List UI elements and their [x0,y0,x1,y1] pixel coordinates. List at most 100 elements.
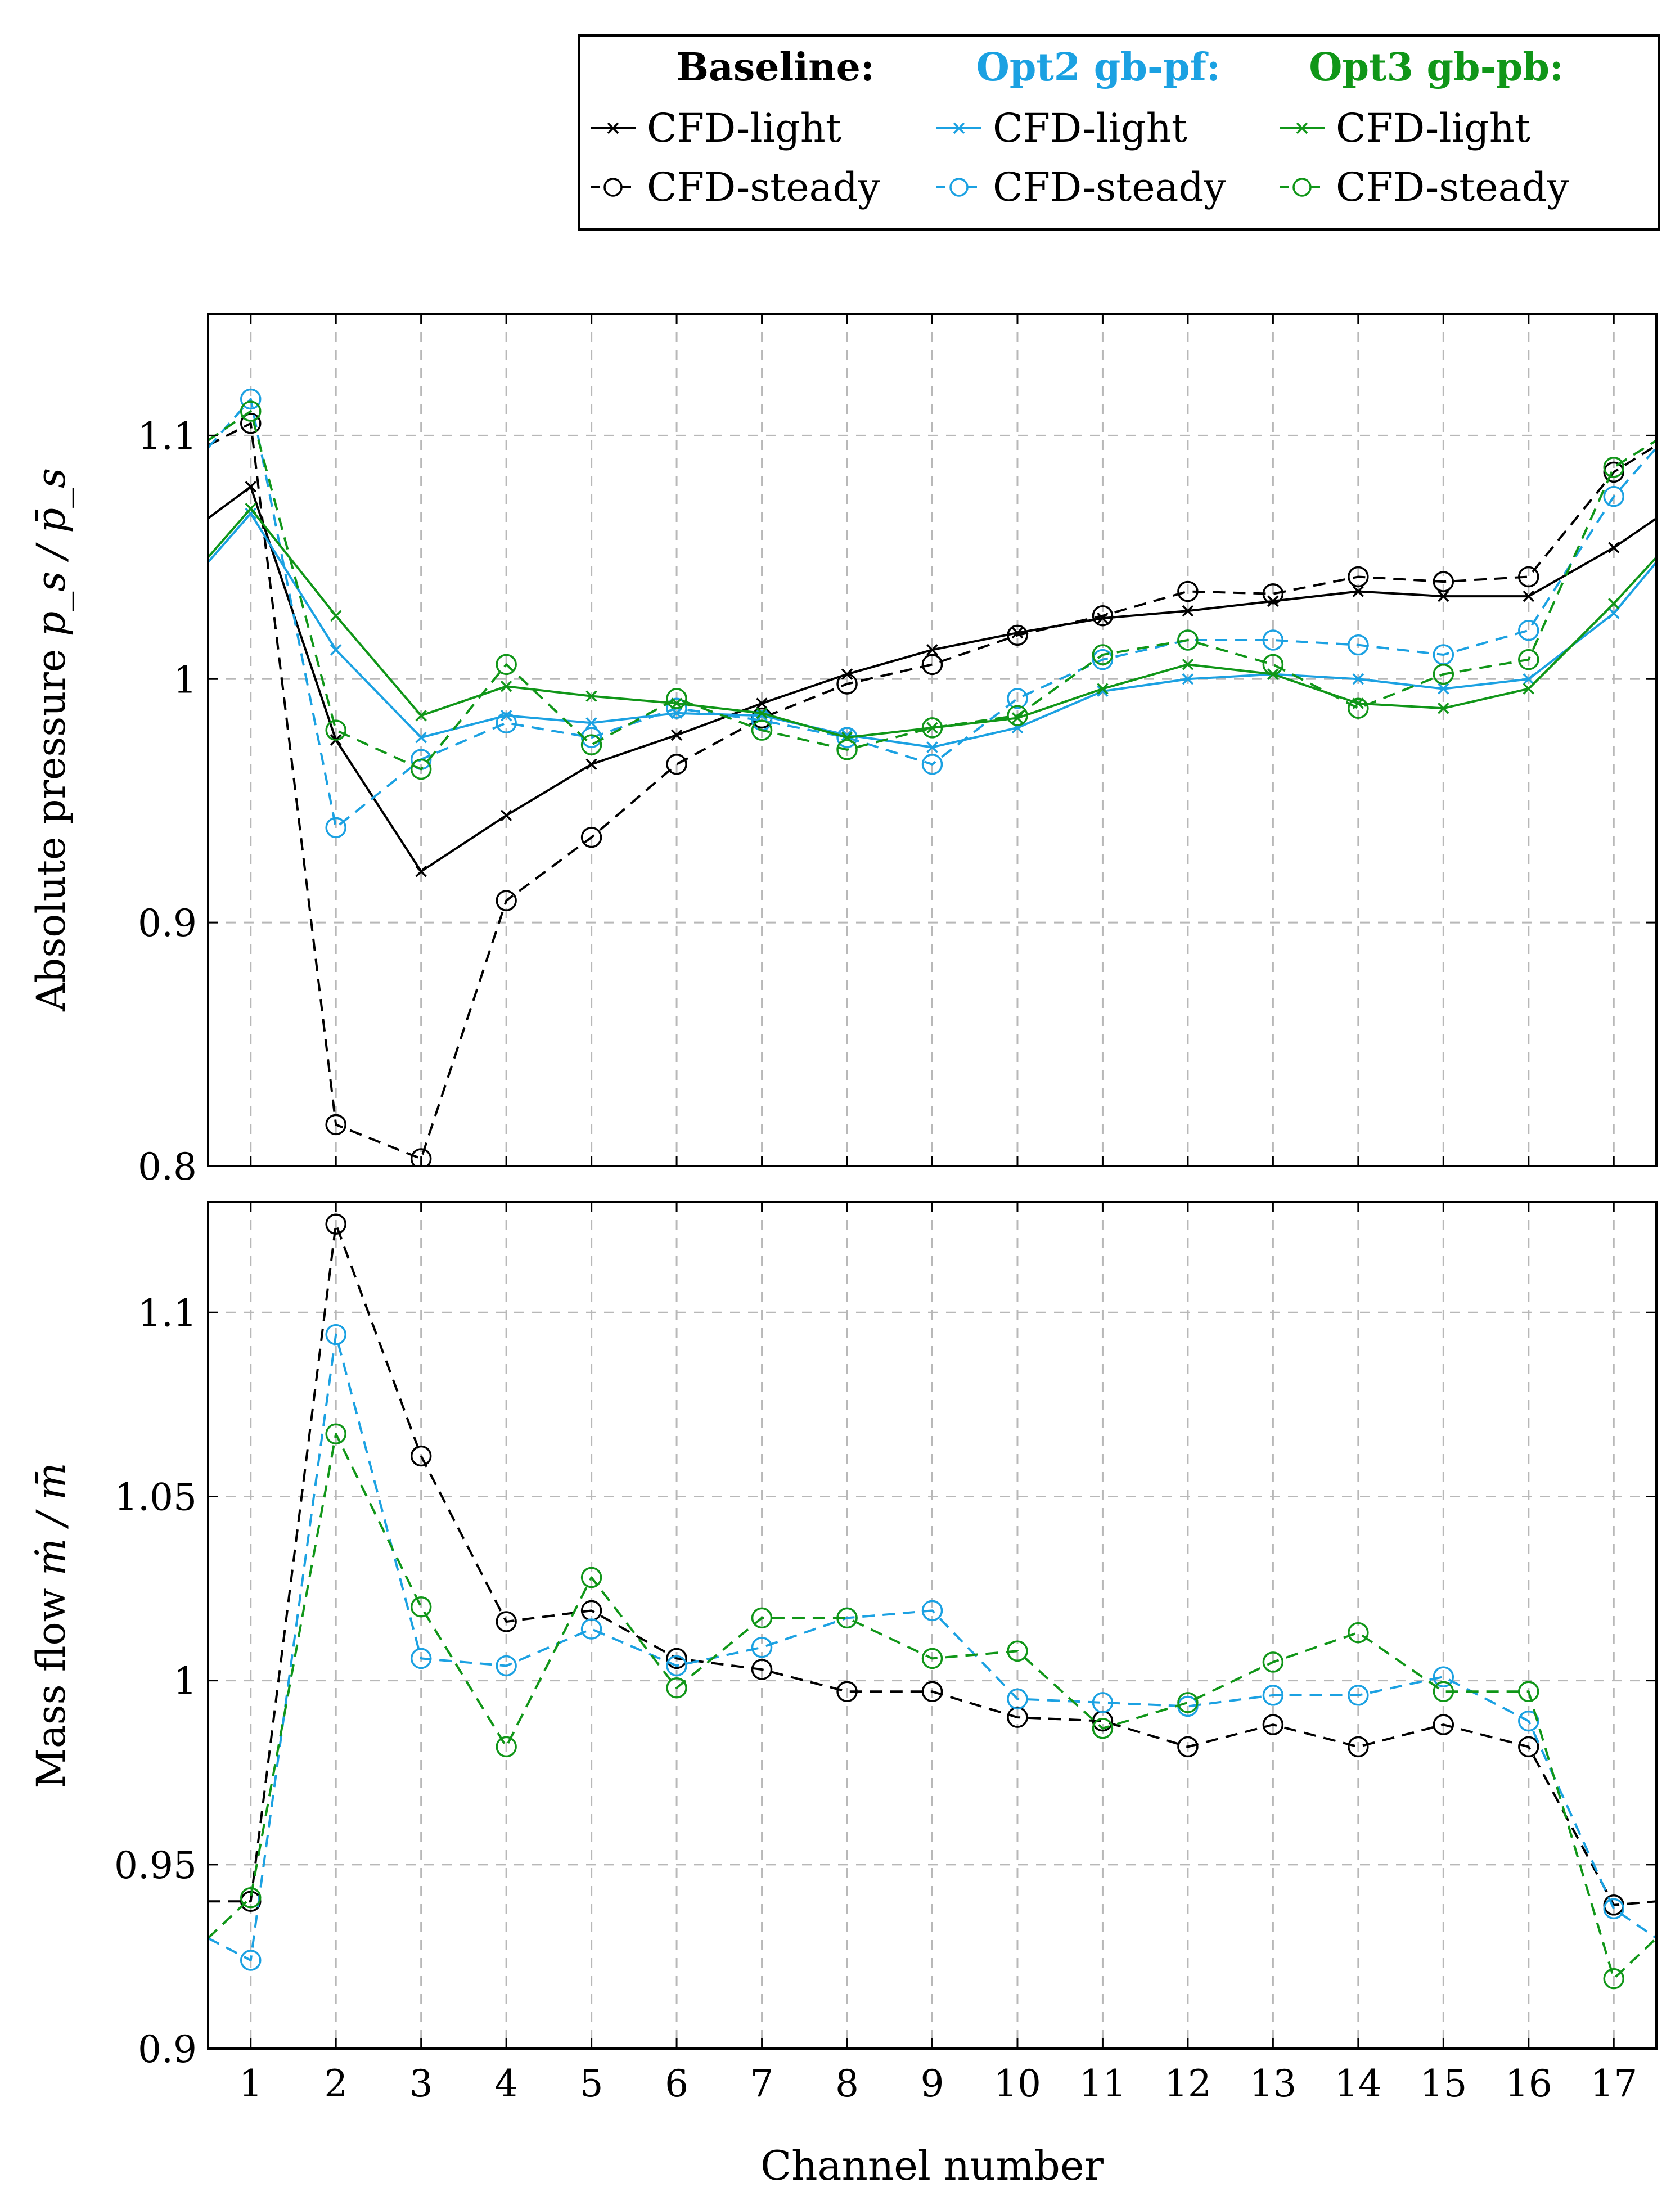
legend-heading-baseline: Baseline: [676,45,875,90]
pressure-point-opt2-gb-pf-cfd-light [415,731,427,744]
x-tick-label: 6 [665,2062,688,2105]
pressure-point-opt3-gb-pb-cfd-light [245,503,256,515]
pressure-point-baseline-cfd-light [670,729,683,741]
mass-flow-point-opt2-gb-pf-cfd-steady [410,1648,432,1669]
pressure-point-baseline-cfd-steady [1007,624,1028,646]
pressure-point-opt3-gb-pb-cfd-light [500,681,512,692]
mass-flow-y-ticks: 0.9 0.95 1 1.05 1.1 [114,1202,1656,2071]
pressure-point-opt2-gb-pf-cfd-steady [1348,634,1369,656]
mass-flow-point-opt3-gb-pb-cfd-steady [1348,1622,1369,1644]
pressure-point-opt3-gb-pb-cfd-steady [1262,654,1284,676]
pressure-point-opt3-gb-pb-cfd-light [1523,683,1535,695]
mass-flow-point-baseline-cfd-steady [1518,1736,1539,1758]
pressure-point-baseline-cfd-steady [921,654,943,676]
pressure-point-baseline-cfd-light [1011,627,1024,639]
x-tick-label: 2 [324,2062,348,2105]
x-tick-label: 12 [1164,2062,1211,2105]
pressure-point-baseline-cfd-light [1523,590,1535,602]
pressure-point-opt2-gb-pf-cfd-light [585,717,597,729]
pressure-point-opt3-gb-pb-cfd-steady [240,400,262,422]
mass-flow-point-baseline-cfd-steady [410,1445,432,1467]
mass-flow-y-axis-label-text: Mass flow [28,1576,74,1789]
pressure-point-opt3-gb-pb-cfd-steady [325,719,346,741]
pressure-y-ticks: 0.8 0.9 1 1.1 [138,314,1656,1189]
pressure-point-opt2-gb-pf-cfd-steady [240,388,262,410]
mass-flow-point-baseline-cfd-steady [666,1648,687,1669]
mass-flow-point-baseline-cfd-steady [1177,1736,1199,1758]
pressure-point-opt2-gb-pf-cfd-light [1608,607,1620,619]
pressure-line-baseline-cfd-steady [208,422,1656,1160]
pressure-point-baseline-cfd-light [1267,595,1279,607]
pressure-point-opt3-gb-pb-cfd-light [926,722,938,734]
pressure-point-opt3-gb-pb-cfd-steady [1092,644,1114,665]
mass-flow-point-opt3-gb-pb-cfd-steady [580,1567,602,1588]
legend-frame [578,34,1660,231]
pressure-point-baseline-cfd-steady [325,1114,346,1136]
mass-flow-point-opt2-gb-pf-cfd-steady [1007,1688,1028,1710]
pressure-gridlines [208,314,1656,1167]
pressure-point-baseline-cfd-light [1608,542,1620,553]
pressure-point-opt2-gb-pf-cfd-steady [921,754,943,775]
mass-flow-point-opt2-gb-pf-cfd-steady [325,1324,346,1345]
pressure-point-opt3-gb-pb-cfd-light [1182,659,1194,670]
pressure-point-baseline-cfd-steady [410,1148,432,1166]
pressure-point-baseline-cfd-steady [1092,605,1114,627]
pressure-point-baseline-cfd-steady [836,673,858,695]
pressure-point-baseline-cfd-light [1182,605,1194,617]
pressure-point-opt2-gb-pf-cfd-steady [1092,649,1114,670]
mass-flow-point-baseline-cfd-steady [325,1213,346,1235]
pressure-y-tick-label: 1 [173,658,197,701]
pressure-y-axis-label-math: p_s / p̄_s [28,468,74,637]
x-tick-labels: 1 2 3 4 5 6 7 8 9 10 11 12 13 14 15 16 17 [239,2062,1638,2105]
mass-flow-point-baseline-cfd-steady [921,1681,943,1703]
pressure-point-baseline-cfd-light [756,697,768,709]
x-tick-label: 15 [1420,2062,1467,2105]
mass-flow-y-axis-label: Mass flow ṁ / m̄ [28,1462,74,1788]
pressure-series [208,388,1656,1166]
pressure-point-opt3-gb-pb-cfd-steady [921,717,943,739]
pressure-point-opt3-gb-pb-cfd-light [1608,597,1620,610]
pressure-point-baseline-cfd-steady [1177,580,1199,602]
mass-flow-point-opt3-gb-pb-cfd-steady [1092,1717,1114,1739]
pressure-point-baseline-cfd-light [1438,590,1449,602]
pressure-point-opt3-gb-pb-cfd-steady [1433,663,1454,685]
pressure-point-baseline-cfd-steady [666,754,687,775]
pressure-point-opt3-gb-pb-cfd-steady [410,758,432,780]
pressure-y-axis-label-text: Absolute pressure [28,637,74,1012]
mass-flow-point-opt2-gb-pf-cfd-steady [666,1655,687,1677]
pressure-point-opt3-gb-pb-cfd-light [585,690,597,702]
pressure-y-tick-label: 1.1 [138,415,197,458]
mass-flow-point-opt2-gb-pf-cfd-steady [1262,1685,1284,1706]
x-tick-label: 14 [1335,2062,1382,2105]
pressure-point-opt3-gb-pb-cfd-steady [580,734,602,755]
x-tick-label: 8 [835,2062,859,2105]
mass-flow-point-opt2-gb-pf-cfd-steady [1603,1898,1625,1920]
pressure-point-opt3-gb-pb-cfd-steady [1007,705,1028,726]
mass-flow-line-baseline-cfd-steady [208,1223,1656,1906]
x-tick-label: 11 [1079,2062,1126,2105]
pressure-point-opt2-gb-pf-cfd-light [1438,683,1449,695]
pressure-point-baseline-cfd-steady [496,890,517,911]
mass-flow-point-opt3-gb-pb-cfd-steady [1433,1681,1454,1703]
pressure-point-baseline-cfd-steady [1603,461,1625,483]
mass-flow-point-opt3-gb-pb-cfd-steady [1518,1681,1539,1703]
mass-flow-point-opt3-gb-pb-cfd-steady [1177,1692,1199,1713]
mass-flow-point-opt2-gb-pf-cfd-steady [1348,1685,1369,1706]
x-tick-label: 16 [1505,2062,1552,2105]
legend-label-light-opt2: CFD-light [993,105,1187,151]
legend-marker-light-baseline [607,122,619,134]
legend-marker-steady-opt2 [949,178,969,197]
pressure-point-baseline-cfd-steady [1348,566,1369,588]
pressure-point-opt3-gb-pb-cfd-steady [666,688,687,709]
pressure-chart: 0.8 0.9 1 1.1 Absolute pressure p_s / p̄_s [28,313,1658,1189]
pressure-point-opt2-gb-pf-cfd-light [245,507,256,520]
mass-flow-y-axis-label-math: ṁ / m̄ [28,1462,74,1576]
legend: Baseline: CFD-light CFD-steady Opt2 gb-pf: C… [578,34,1660,231]
pressure-point-baseline-cfd-steady [580,826,602,848]
pressure-point-baseline-cfd-light [500,809,512,821]
legend-label-light-baseline: CFD-light [647,105,841,151]
pressure-point-opt2-gb-pf-cfd-light [1352,673,1364,685]
pressure-point-baseline-cfd-light [1352,586,1364,597]
